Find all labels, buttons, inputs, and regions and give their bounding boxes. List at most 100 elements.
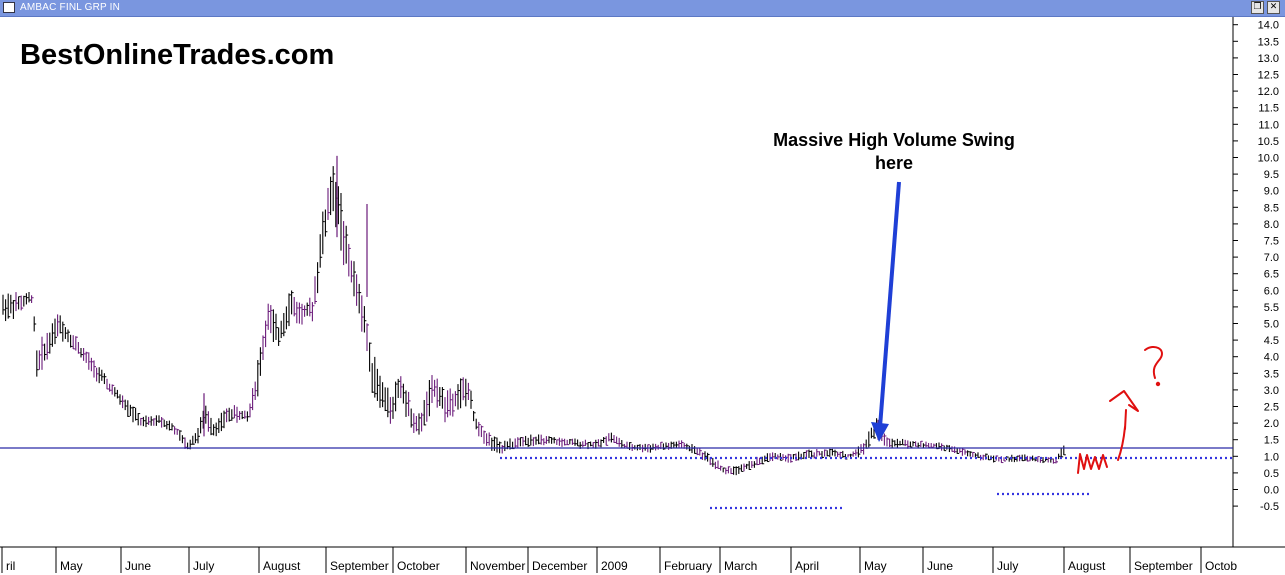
x-tick-label: July xyxy=(997,559,1018,573)
ohlc-bar xyxy=(982,454,986,461)
y-tick-label: 3.0 xyxy=(1264,385,1279,397)
ohlc-bar xyxy=(49,332,52,354)
ohlc-bar xyxy=(166,420,169,430)
x-tick-label: September xyxy=(1134,559,1193,573)
ohlc-bar xyxy=(5,299,8,322)
ohlc-bar xyxy=(538,434,541,445)
ohlc-bar xyxy=(272,309,276,342)
y-tick-label: 4.0 xyxy=(1264,352,1279,364)
ohlc-bar xyxy=(725,467,728,475)
ohlc-bar xyxy=(717,460,720,469)
ohlc-bar xyxy=(454,391,458,407)
ohlc-bar xyxy=(137,413,141,426)
ohlc-bar xyxy=(959,448,962,453)
ohlc-bar xyxy=(197,428,200,444)
ohlc-bar xyxy=(501,444,505,454)
ohlc-bar xyxy=(977,452,980,459)
ohlc-bar xyxy=(257,360,260,397)
ohlc-bar xyxy=(818,451,822,456)
window-icon[interactable] xyxy=(3,2,15,13)
ohlc-bar xyxy=(353,261,356,297)
ohlc-bar xyxy=(1052,458,1056,464)
ohlc-bar xyxy=(946,444,949,450)
ohlc-bar xyxy=(395,381,398,412)
ohlc-bar xyxy=(608,433,611,442)
ohlc-bar xyxy=(93,360,96,378)
ohlc-bar xyxy=(582,441,585,448)
ohlc-bar xyxy=(496,437,499,453)
ohlc-bar xyxy=(610,432,614,443)
y-tick-label: 7.5 xyxy=(1264,236,1279,248)
ohlc-bar xyxy=(891,438,895,448)
ohlc-bar xyxy=(753,461,757,468)
ohlc-bar xyxy=(405,390,408,417)
ohlc-bar xyxy=(38,350,42,370)
blue-arrow-icon xyxy=(871,181,901,442)
ohlc-bar xyxy=(928,442,931,448)
ohlc-bar xyxy=(967,450,970,457)
ohlc-bar xyxy=(127,400,130,417)
ohlc-bar xyxy=(85,351,89,363)
y-tick-label: 9.5 xyxy=(1264,169,1279,181)
ohlc-bar xyxy=(51,323,55,347)
ohlc-bar xyxy=(267,303,271,330)
ohlc-bar xyxy=(1058,453,1061,460)
ohlc-bar xyxy=(956,447,960,454)
y-tick-label: 13.5 xyxy=(1258,36,1279,48)
ohlc-bar xyxy=(452,393,455,417)
close-button[interactable]: ✕ xyxy=(1267,1,1280,14)
ohlc-bar xyxy=(1060,448,1064,459)
ohlc-bar xyxy=(782,454,785,460)
ohlc-bar xyxy=(467,382,471,401)
ohlc-bar xyxy=(77,342,81,354)
ohlc-bar xyxy=(392,396,395,419)
ohlc-bar xyxy=(337,186,341,225)
ohlc-bar xyxy=(44,343,47,361)
ohlc-bar xyxy=(28,292,31,303)
ohlc-bar xyxy=(1037,456,1040,463)
ohlc-bar xyxy=(20,295,24,311)
ohlc-bar xyxy=(345,225,349,264)
ohlc-bar xyxy=(213,424,216,436)
restore-button[interactable]: ❐ xyxy=(1251,1,1264,14)
ohlc-bar xyxy=(31,295,34,304)
ohlc-bar xyxy=(319,234,323,268)
ohlc-bar xyxy=(421,412,424,432)
ohlc-bar xyxy=(907,440,910,449)
ohlc-bar xyxy=(18,296,21,310)
ohlc-bar xyxy=(779,453,783,461)
ohlc-bar xyxy=(400,376,403,399)
ohlc-bar xyxy=(122,395,125,409)
ohlc-bar xyxy=(961,448,965,456)
ohlc-bar xyxy=(761,456,765,465)
ohlc-bar xyxy=(735,466,739,476)
ohlc-bar xyxy=(176,428,180,435)
ohlc-bar xyxy=(618,437,622,447)
price-bars xyxy=(2,155,1066,476)
ohlc-bar xyxy=(964,449,967,455)
ohlc-bar xyxy=(896,438,900,449)
ohlc-bar xyxy=(675,441,679,449)
x-tick-label: August xyxy=(1068,559,1106,573)
ohlc-bar xyxy=(70,334,73,348)
ohlc-bar xyxy=(571,438,575,445)
ohlc-bar xyxy=(1024,454,1027,462)
x-axis: ril May June July August September October Nove… xyxy=(1,547,1237,573)
y-tick-label: 6.0 xyxy=(1264,285,1279,297)
ohlc-bar xyxy=(90,357,94,372)
ohlc-bar xyxy=(912,441,915,447)
y-tick-label: 2.5 xyxy=(1264,402,1279,414)
ohlc-bar xyxy=(681,440,684,448)
ohlc-bar xyxy=(829,448,832,458)
ohlc-bar xyxy=(759,457,762,465)
ohlc-bar xyxy=(889,438,892,447)
ohlc-bar xyxy=(231,409,234,421)
y-tick-label: 3.5 xyxy=(1264,368,1279,380)
ohlc-bar xyxy=(714,461,718,470)
ohlc-bar xyxy=(886,437,889,447)
ohlc-bar xyxy=(969,451,973,457)
x-tick-label: December xyxy=(532,559,587,573)
ohlc-bar xyxy=(278,327,281,346)
ohlc-bar xyxy=(527,437,531,447)
y-tick-label: 6.5 xyxy=(1264,269,1279,281)
